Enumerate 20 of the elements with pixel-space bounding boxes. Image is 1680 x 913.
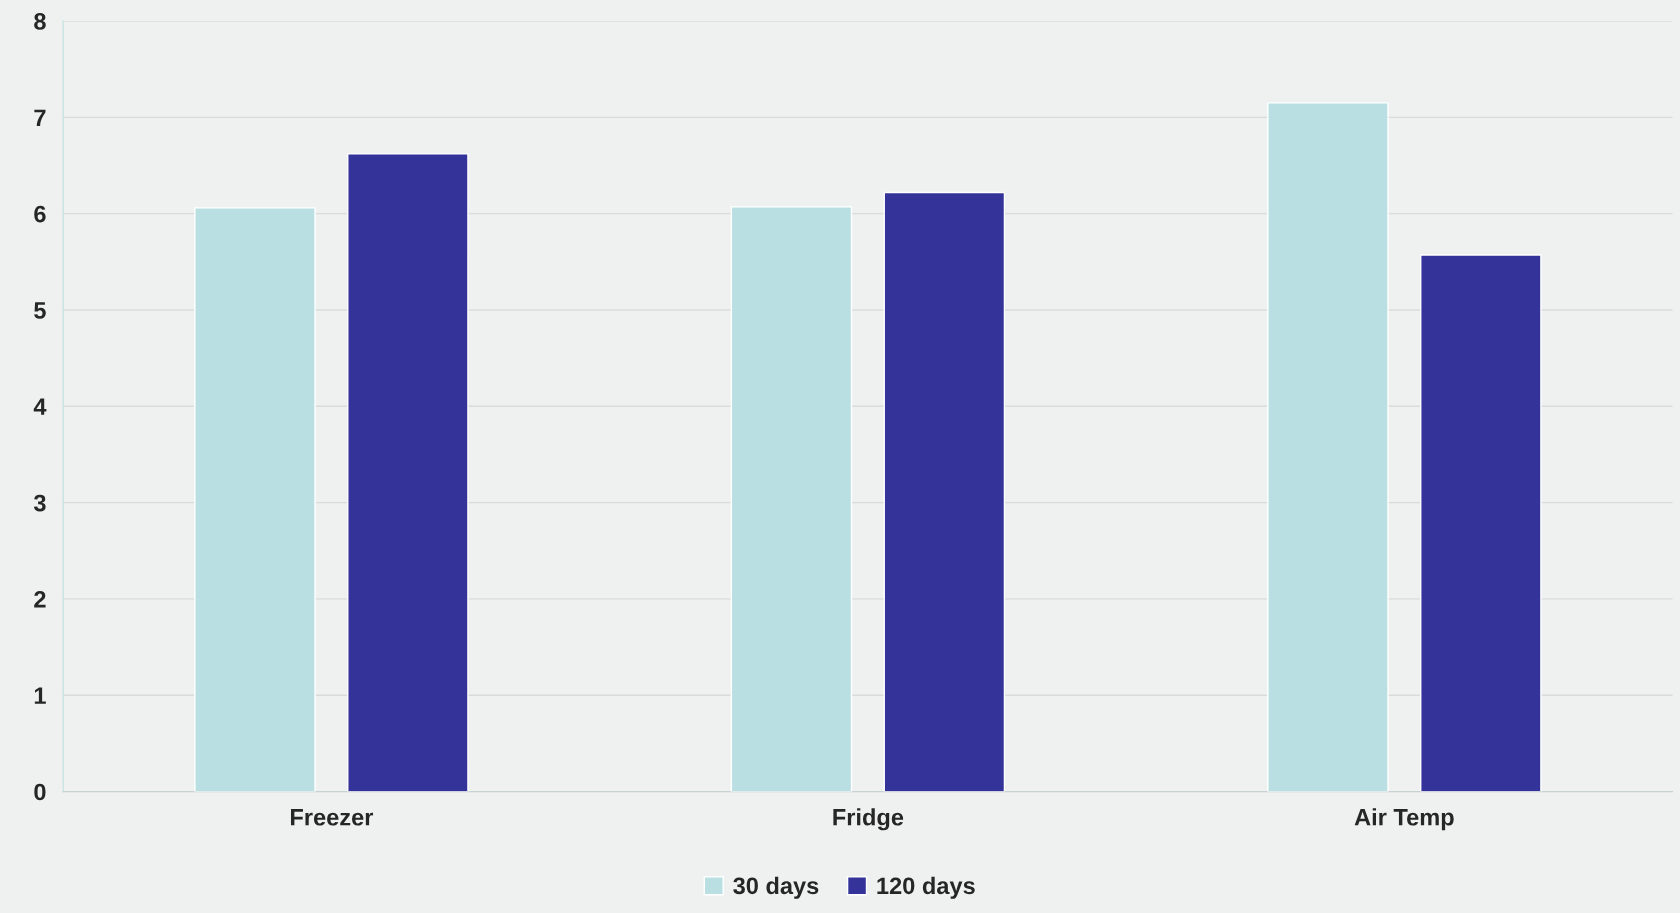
x-tick-label: Freezer xyxy=(290,809,374,826)
legend-label: 30 days xyxy=(733,876,819,899)
y-tick-label: 1 xyxy=(34,687,46,704)
bar xyxy=(883,191,1006,792)
y-tick-label: 4 xyxy=(33,398,47,415)
y-tick-label: 0 xyxy=(34,783,46,801)
bar xyxy=(730,206,853,792)
y-tick-label: 5 xyxy=(34,302,46,319)
bar xyxy=(194,207,316,792)
bar xyxy=(1267,102,1389,792)
y-tick-label: 3 xyxy=(33,494,46,512)
y-tick-label: 6 xyxy=(34,205,46,223)
bar xyxy=(1420,254,1542,792)
bar xyxy=(347,153,469,792)
y-tick-label: 8 xyxy=(34,13,46,30)
x-tick-label: Air Temp xyxy=(1354,808,1454,831)
y-tick-label: 7 xyxy=(34,109,46,126)
x-tick-label: Fridge xyxy=(833,808,904,831)
y-tick-label: 2 xyxy=(34,591,46,608)
legend-label: 120 days xyxy=(877,876,975,899)
